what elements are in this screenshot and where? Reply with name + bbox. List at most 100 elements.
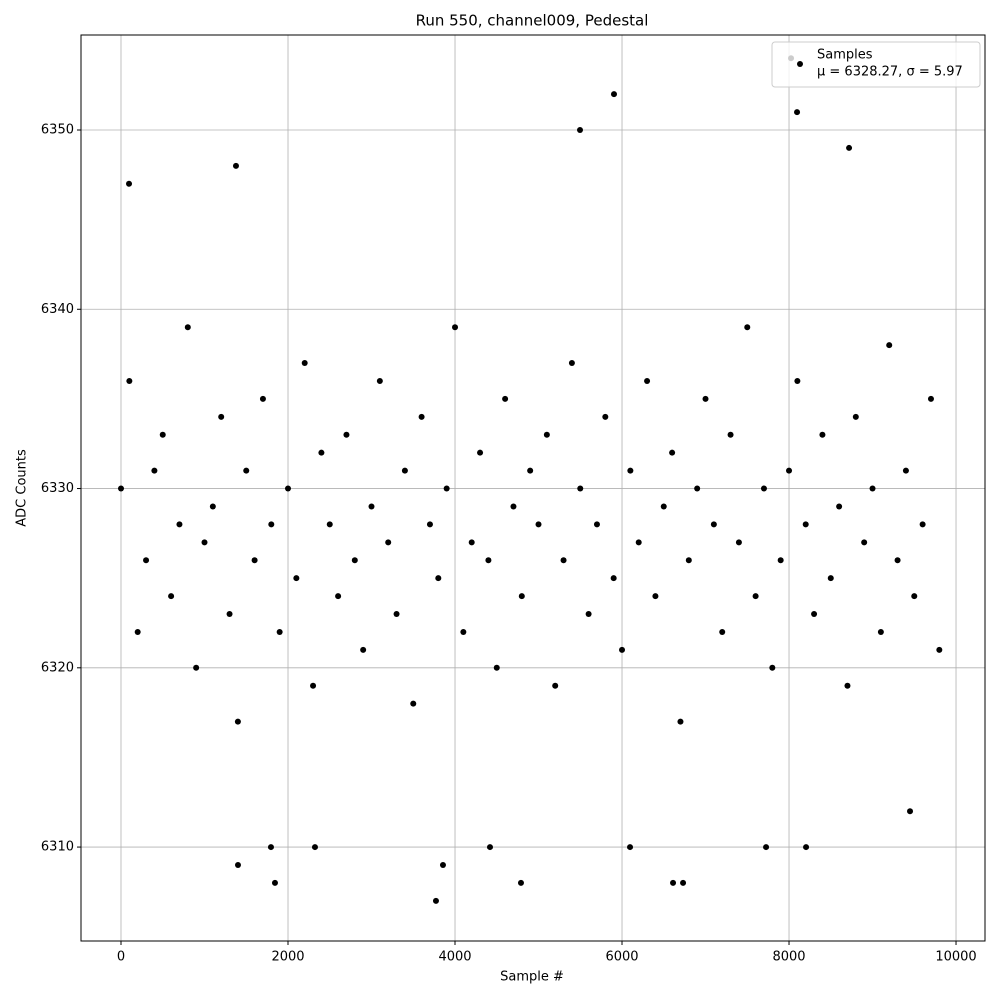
data-point [702, 395, 709, 402]
data-point [517, 879, 524, 886]
data-point [318, 449, 325, 456]
data-point [477, 449, 484, 456]
data-point [677, 718, 684, 725]
data-point [301, 360, 308, 367]
data-point [193, 664, 200, 671]
x-tick-label: 10000 [935, 950, 976, 965]
data-point [846, 144, 853, 151]
data-point [836, 503, 843, 510]
data-point [443, 485, 450, 492]
plot-frame [80, 34, 986, 942]
data-point [811, 611, 818, 618]
data-point [176, 521, 183, 528]
data-point [368, 503, 375, 510]
data-point [360, 646, 367, 653]
data-point [151, 467, 158, 474]
data-point [271, 879, 278, 886]
data-point [376, 377, 383, 384]
data-point [493, 664, 500, 671]
data-point [670, 879, 677, 886]
y-tick-label: 6340 [41, 302, 74, 317]
data-point [385, 539, 392, 546]
data-point [819, 431, 826, 438]
data-point [927, 395, 934, 402]
data-point [267, 844, 274, 851]
data-point [234, 718, 241, 725]
data-point [435, 575, 442, 582]
data-point [209, 503, 216, 510]
y-tick-label: 6310 [41, 840, 74, 855]
data-point [802, 521, 809, 528]
data-point [627, 844, 634, 851]
data-point [226, 611, 233, 618]
data-point [518, 593, 525, 600]
data-point [610, 575, 617, 582]
data-point [285, 485, 292, 492]
data-point [410, 700, 417, 707]
data-point [727, 431, 734, 438]
data-point [777, 557, 784, 564]
data-point [735, 539, 742, 546]
data-point [535, 521, 542, 528]
data-point [919, 521, 926, 528]
data-point [710, 521, 717, 528]
data-point [527, 467, 534, 474]
data-point [936, 646, 943, 653]
data-point [201, 539, 208, 546]
data-point [861, 539, 868, 546]
data-point [134, 628, 141, 635]
data-point [560, 557, 567, 564]
data-point [911, 593, 918, 600]
x-tick-label: 4000 [438, 950, 471, 965]
legend-note: μ = 6328.27, σ = 5.97 [817, 65, 963, 80]
data-point [763, 844, 770, 851]
data-point [452, 324, 459, 331]
data-point [886, 342, 893, 349]
data-point [259, 395, 266, 402]
x-tick-label: 8000 [772, 950, 805, 965]
data-point [326, 521, 333, 528]
data-point [685, 557, 692, 564]
data-point [126, 180, 133, 187]
data-point [468, 539, 475, 546]
data-point [351, 557, 358, 564]
data-point [232, 162, 239, 169]
data-point [894, 557, 901, 564]
data-point [803, 844, 810, 851]
y-tick-label: 6320 [41, 660, 74, 675]
data-point [719, 628, 726, 635]
y-axis-label: ADC Counts [15, 449, 30, 527]
legend-box [771, 41, 981, 88]
data-point [907, 808, 914, 815]
data-point [769, 664, 776, 671]
data-point [627, 467, 634, 474]
x-axis-label: Sample # [500, 970, 564, 985]
data-point [401, 467, 408, 474]
data-point [602, 413, 609, 420]
x-tick-label: 6000 [605, 950, 638, 965]
data-point [502, 395, 509, 402]
data-point [276, 628, 283, 635]
x-tick-label: 0 [117, 950, 125, 965]
data-point [439, 861, 446, 868]
data-point [234, 861, 241, 868]
data-point [744, 324, 751, 331]
data-point [652, 593, 659, 600]
data-point [794, 377, 801, 384]
data-point [426, 521, 433, 528]
data-point [852, 413, 859, 420]
data-point [418, 413, 425, 420]
data-point [827, 575, 834, 582]
data-point [310, 682, 317, 689]
data-point [126, 377, 133, 384]
data-point [869, 485, 876, 492]
data-point [218, 413, 225, 420]
legend-marker [797, 61, 803, 67]
data-point [786, 467, 793, 474]
data-point [335, 593, 342, 600]
data-point [660, 503, 667, 510]
data-point [168, 593, 175, 600]
legend-label: Samples [817, 48, 873, 63]
